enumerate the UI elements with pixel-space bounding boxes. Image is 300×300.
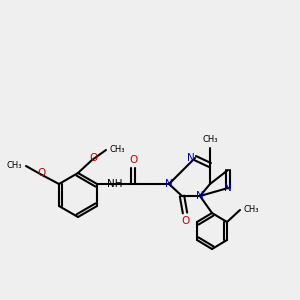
Text: O: O [89, 153, 97, 163]
Text: CH₃: CH₃ [110, 146, 125, 154]
Text: N: N [165, 179, 173, 189]
Text: O: O [129, 155, 137, 165]
Text: CH₃: CH₃ [202, 135, 218, 144]
Text: CH₃: CH₃ [7, 161, 22, 170]
Text: N: N [196, 191, 204, 201]
Text: NH: NH [107, 179, 123, 189]
Text: CH₃: CH₃ [244, 206, 260, 214]
Text: N: N [224, 183, 232, 193]
Text: N: N [187, 153, 195, 163]
Text: O: O [181, 216, 189, 226]
Text: O: O [37, 168, 45, 178]
